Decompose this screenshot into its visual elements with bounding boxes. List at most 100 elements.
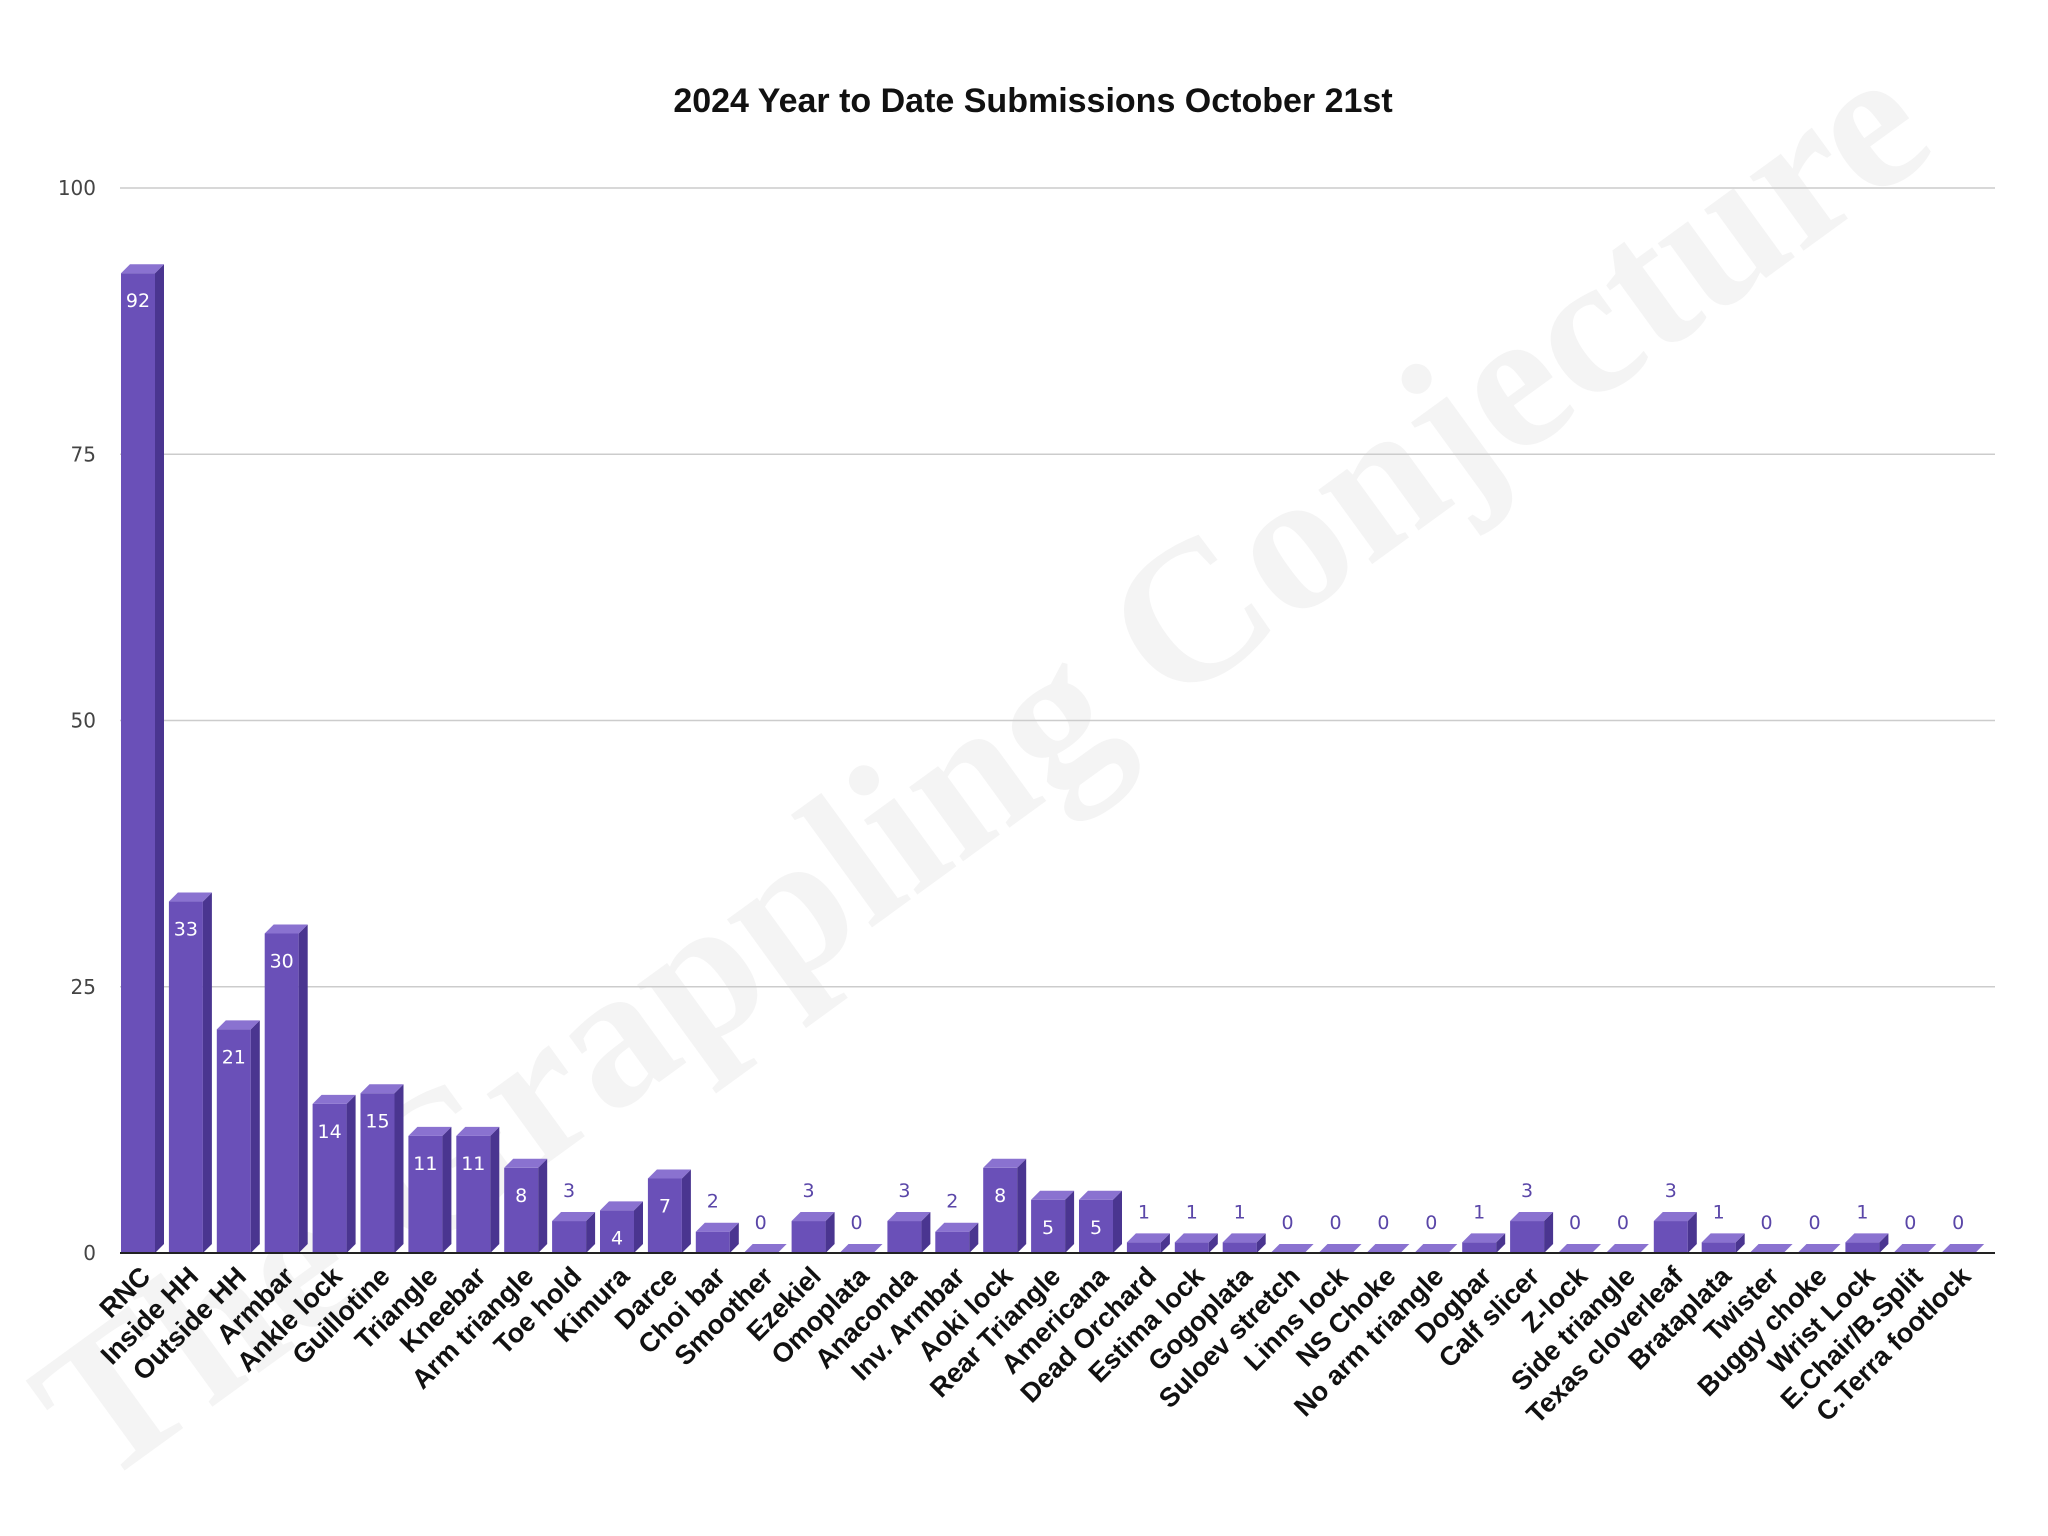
bar <box>1510 1212 1554 1253</box>
bar-top <box>935 1222 979 1232</box>
bar <box>504 1158 548 1253</box>
bar-side <box>394 1084 404 1253</box>
bar-front <box>456 1135 491 1253</box>
data-label: 1 <box>1473 1201 1485 1223</box>
bar-top <box>695 1222 739 1232</box>
bar-top <box>1510 1212 1554 1222</box>
data-label: 1 <box>1234 1201 1246 1223</box>
bar-front <box>504 1167 539 1253</box>
bar-side <box>1208 1233 1218 1253</box>
data-label: 5 <box>1042 1217 1054 1239</box>
bar-side <box>969 1222 979 1253</box>
bar-side <box>1256 1233 1266 1253</box>
data-label: 8 <box>515 1185 527 1207</box>
bar-front <box>1845 1242 1880 1253</box>
data-label: 0 <box>1617 1212 1629 1234</box>
data-label: 92 <box>126 290 150 312</box>
data-label: 1 <box>1138 1201 1150 1223</box>
bar-front <box>887 1221 922 1253</box>
bar-top <box>1605 1244 1649 1253</box>
bar-top <box>1462 1233 1506 1243</box>
bar-top <box>121 264 164 274</box>
data-label: 0 <box>1761 1212 1773 1234</box>
data-label: 0 <box>1569 1212 1581 1234</box>
bar-side <box>1065 1190 1075 1253</box>
data-label: 30 <box>270 951 294 973</box>
bar-top <box>1031 1190 1075 1200</box>
bar-top <box>1749 1244 1793 1253</box>
bar-side <box>250 1020 260 1253</box>
bar <box>552 1212 596 1253</box>
data-label: 2 <box>707 1191 719 1213</box>
data-label: 11 <box>413 1153 437 1175</box>
bar-front <box>1653 1221 1688 1253</box>
bar-front <box>264 933 299 1253</box>
data-label: 1 <box>1186 1201 1198 1223</box>
data-label: 0 <box>1952 1212 1964 1234</box>
bar-front <box>408 1135 443 1253</box>
bar-top <box>1845 1233 1889 1243</box>
bar-side <box>155 264 164 1253</box>
data-label: 7 <box>659 1195 671 1217</box>
y-tick-label: 25 <box>71 975 96 999</box>
data-label: 8 <box>994 1185 1006 1207</box>
bar-top <box>168 892 212 902</box>
bar-top <box>1414 1244 1458 1253</box>
bar-top <box>983 1158 1027 1168</box>
data-label: 3 <box>1521 1180 1533 1202</box>
bar <box>1701 1233 1745 1253</box>
bar-top <box>887 1212 931 1222</box>
bar <box>264 924 308 1253</box>
data-label: 2 <box>946 1191 958 1213</box>
bar-top <box>1126 1233 1170 1243</box>
bar-top <box>1318 1244 1362 1253</box>
bar-front <box>1462 1242 1497 1253</box>
bar-side <box>1160 1233 1170 1253</box>
bar-top <box>456 1126 500 1136</box>
bar-front <box>1174 1242 1209 1253</box>
bar-front <box>360 1093 395 1253</box>
data-label: 3 <box>563 1180 575 1202</box>
bar-front <box>1222 1242 1257 1253</box>
data-label: 3 <box>1665 1180 1677 1202</box>
bar-top <box>647 1169 691 1179</box>
bar-side <box>1879 1233 1889 1253</box>
bar <box>791 1212 835 1253</box>
bar-front <box>935 1231 970 1253</box>
bar <box>1845 1233 1889 1253</box>
bar <box>1079 1190 1122 1253</box>
data-label: 0 <box>1425 1212 1437 1234</box>
bar-top <box>408 1126 452 1136</box>
bar-top <box>1558 1244 1601 1253</box>
data-label: 1 <box>1713 1201 1725 1223</box>
y-tick-label: 100 <box>58 176 96 200</box>
data-label: 1 <box>1856 1201 1868 1223</box>
bar-front <box>1701 1242 1736 1253</box>
bar-side <box>729 1222 739 1253</box>
bar <box>1222 1233 1266 1253</box>
bar-top <box>600 1201 643 1211</box>
bar-front <box>791 1221 826 1253</box>
data-label: 0 <box>1282 1212 1294 1234</box>
bar <box>1462 1233 1506 1253</box>
bar-front <box>600 1210 634 1253</box>
bar-side <box>1496 1233 1506 1253</box>
bar-top <box>1893 1244 1937 1253</box>
data-label: 0 <box>1808 1212 1820 1234</box>
bar-front <box>168 901 203 1253</box>
bar-top <box>1653 1212 1697 1222</box>
bar-top <box>1079 1190 1122 1200</box>
bar-front <box>1126 1242 1161 1253</box>
data-label: 33 <box>174 919 198 941</box>
data-label: 14 <box>318 1121 342 1143</box>
bar-top <box>1174 1233 1218 1243</box>
bar-side <box>586 1212 596 1253</box>
bar-front <box>1079 1199 1113 1253</box>
bar-top <box>312 1094 356 1104</box>
bar-front <box>1510 1221 1545 1253</box>
bar-front <box>1031 1199 1066 1253</box>
data-label: 21 <box>222 1046 246 1068</box>
bar-front <box>216 1029 251 1253</box>
